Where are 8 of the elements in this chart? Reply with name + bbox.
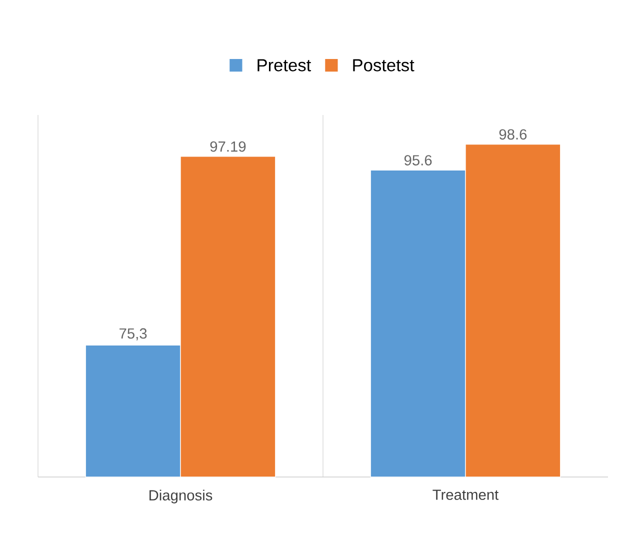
data-label: 75,3	[120, 328, 147, 340]
x-tick-label: Treatment	[432, 490, 499, 500]
data-label: 97.19	[210, 141, 246, 152]
legend-label: Pretest	[258, 59, 312, 72]
data-label: 95.6	[404, 155, 432, 166]
x-tick-label: Diagnosis	[150, 490, 212, 504]
legend-label: Postetst	[353, 59, 414, 72]
data-label: 98.6	[499, 129, 527, 140]
